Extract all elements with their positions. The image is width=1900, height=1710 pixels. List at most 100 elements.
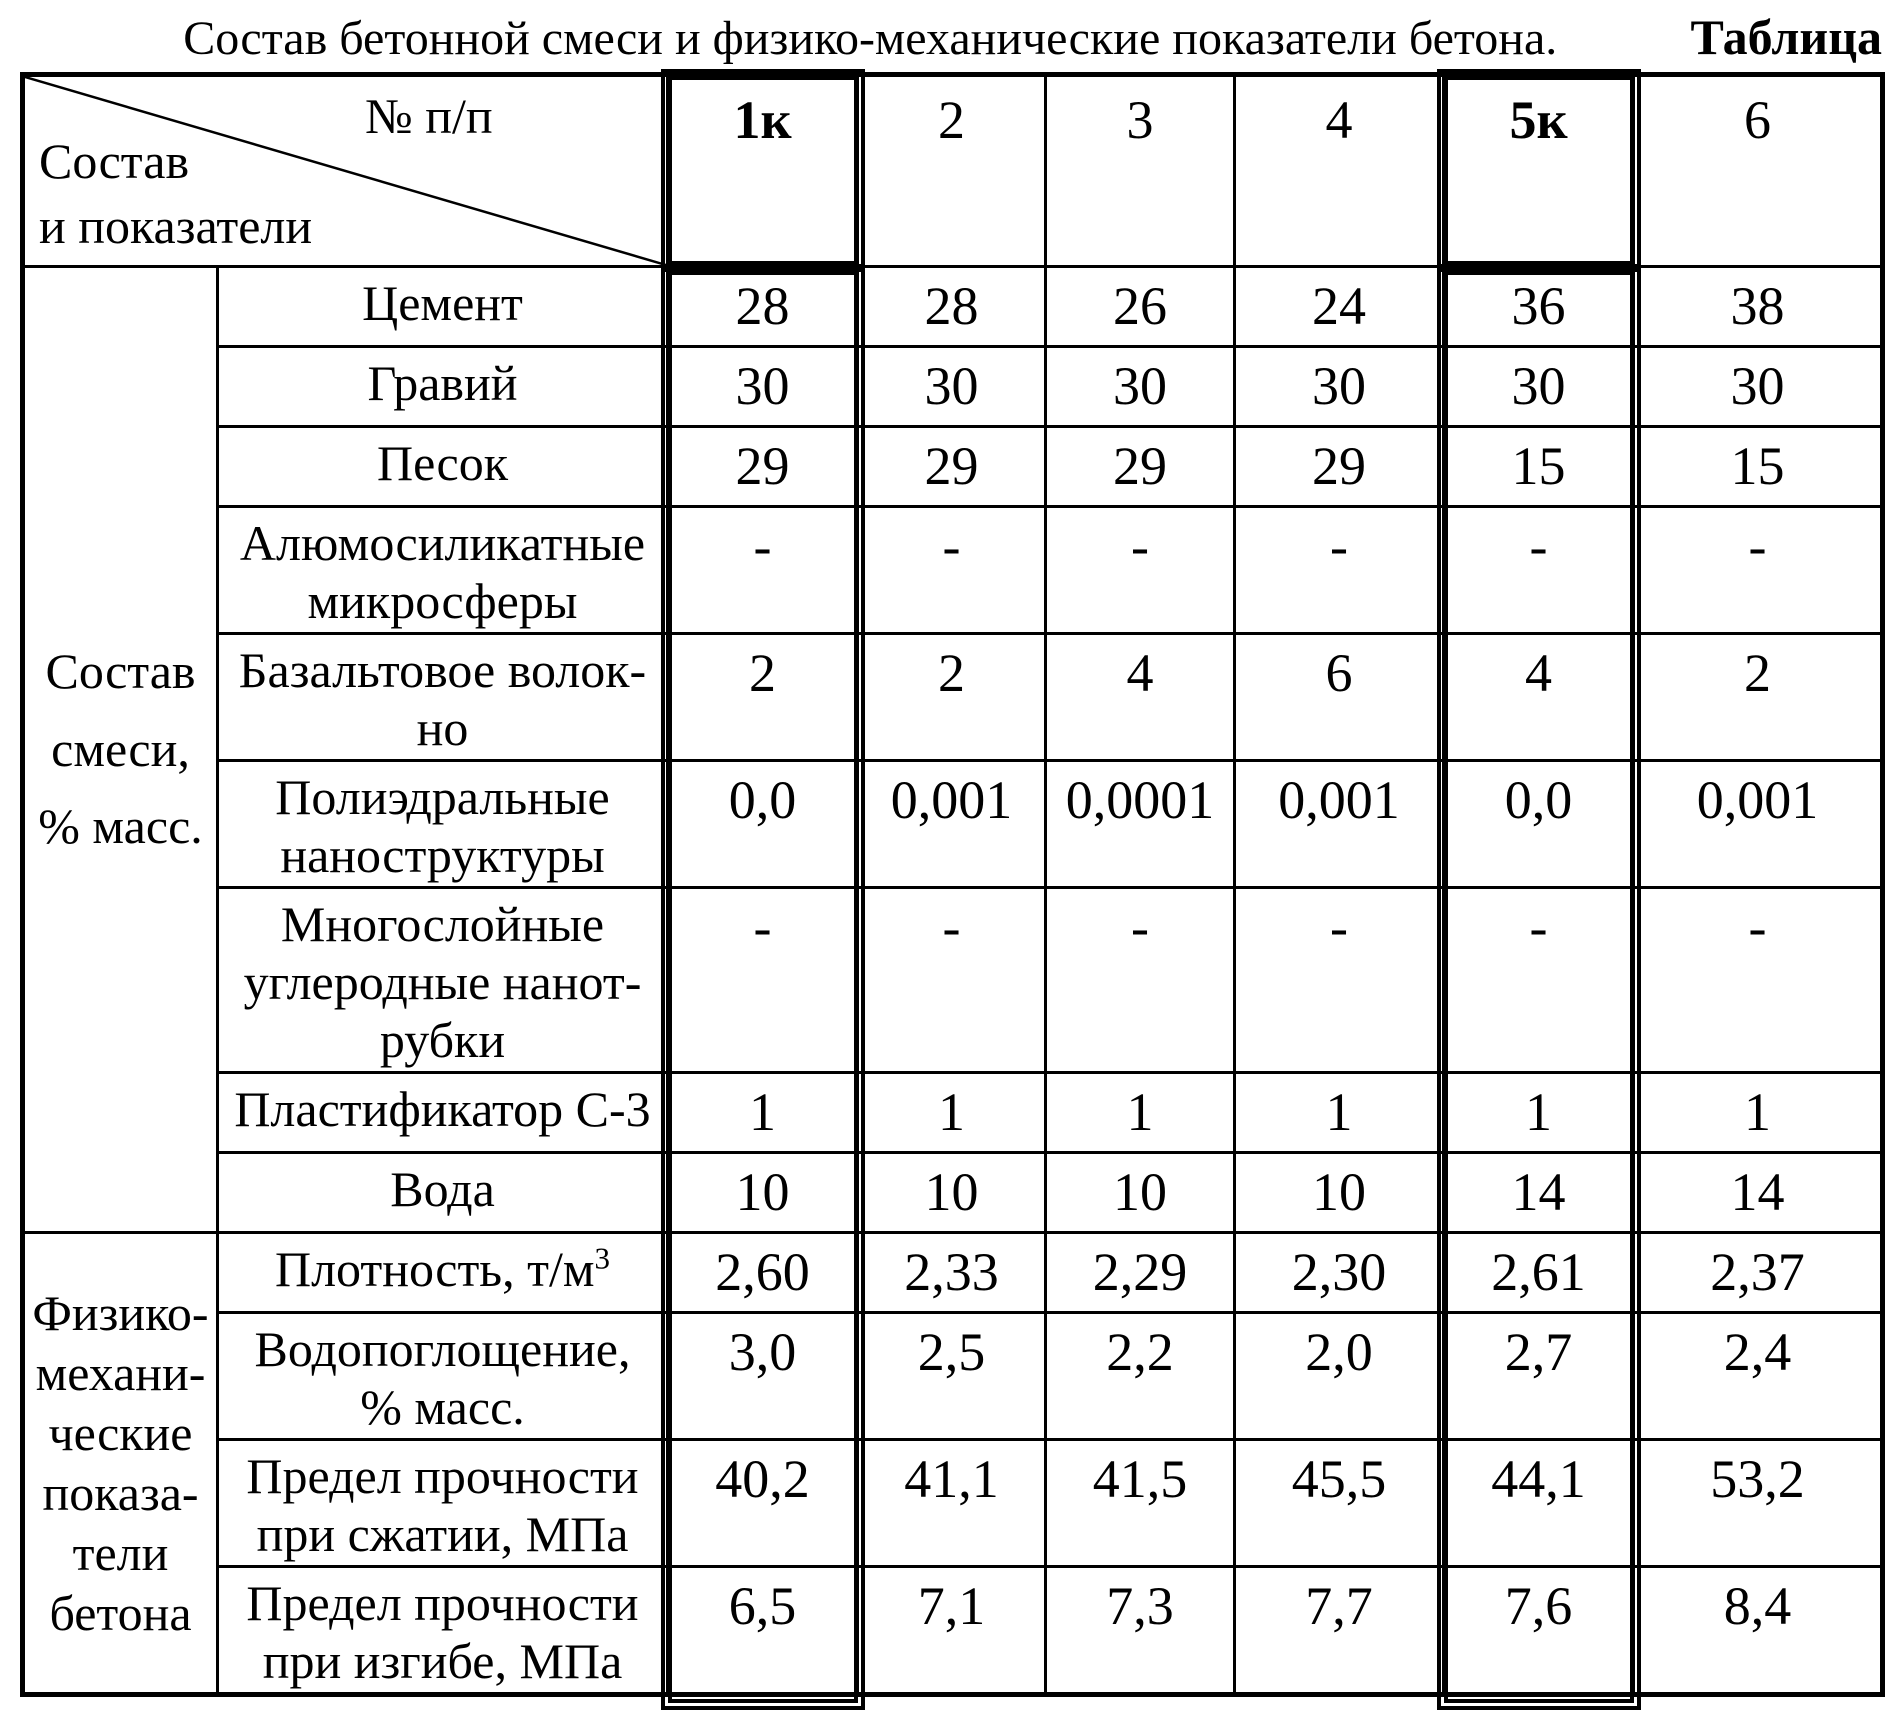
row-label: Полиэдральные наноструктуры — [218, 761, 668, 888]
value-cell: 15 — [1634, 427, 1883, 507]
column-header-2: 2 — [858, 75, 1046, 267]
value-cell: 2 — [1634, 634, 1883, 761]
row-label-text: Плотность, т/м — [275, 1241, 594, 1297]
value-cell: 8,4 — [1634, 1567, 1883, 1695]
value-cell: - — [1444, 507, 1634, 634]
value-cell: 2,2 — [1046, 1313, 1235, 1440]
header-row: № п/п Состав и показатели 1к 2 3 4 5к 6 — [23, 75, 1883, 267]
value-cell: 7,6 — [1444, 1567, 1634, 1695]
value-cell: 29 — [1046, 427, 1235, 507]
value-cell: 53,2 — [1634, 1440, 1883, 1567]
value-cell: 2,5 — [858, 1313, 1046, 1440]
table-row: Водопоглощение, % масс. 3,0 2,5 2,2 2,0 … — [23, 1313, 1883, 1440]
value-cell: 36 — [1444, 267, 1634, 347]
value-cell: 10 — [1046, 1153, 1235, 1233]
value-cell: 7,3 — [1046, 1567, 1235, 1695]
column-header-1k: 1к — [668, 75, 858, 267]
value-cell: 0,001 — [858, 761, 1046, 888]
value-cell: - — [1046, 507, 1235, 634]
corner-top-label: № п/п — [365, 87, 493, 145]
value-cell: 0,0001 — [1046, 761, 1235, 888]
page-title: Состав бетонной смеси и физико-механичес… — [20, 11, 1660, 66]
value-cell: 40,2 — [668, 1440, 858, 1567]
value-cell: 1 — [1444, 1073, 1634, 1153]
value-cell: 41,1 — [858, 1440, 1046, 1567]
row-label: Предел прочности при сжатии, МПа — [218, 1440, 668, 1567]
value-cell: 3,0 — [668, 1313, 858, 1440]
group-label-properties: Физико- механи- ческие показа- тели бето… — [23, 1233, 218, 1695]
value-cell: 7,7 — [1235, 1567, 1444, 1695]
value-cell: 0,001 — [1634, 761, 1883, 888]
value-cell: 10 — [858, 1153, 1046, 1233]
row-label: Плотность, т/м3 — [218, 1233, 668, 1313]
value-cell: 1 — [1634, 1073, 1883, 1153]
table-caption-label: Таблица — [1690, 8, 1882, 66]
table-row: Базальтовое волок- но 2 2 4 6 4 2 — [23, 634, 1883, 761]
row-label: Вода — [218, 1153, 668, 1233]
table-row: Песок 29 29 29 29 15 15 — [23, 427, 1883, 507]
value-cell: - — [858, 888, 1046, 1073]
row-label: Алюмосиликатные микросферы — [218, 507, 668, 634]
row-label: Песок — [218, 427, 668, 507]
value-cell: 1 — [668, 1073, 858, 1153]
row-label: Гравий — [218, 347, 668, 427]
value-cell: 30 — [858, 347, 1046, 427]
row-label: Предел прочности при изгибе, МПа — [218, 1567, 668, 1695]
group-label-composition: Состав смеси, % масс. — [23, 267, 218, 1233]
value-cell: 1 — [1235, 1073, 1444, 1153]
row-label: Водопоглощение, % масс. — [218, 1313, 668, 1440]
value-cell: 2,61 — [1444, 1233, 1634, 1313]
value-cell: 29 — [1235, 427, 1444, 507]
value-cell: 38 — [1634, 267, 1883, 347]
table-row: Пластификатор С-3 1 1 1 1 1 1 — [23, 1073, 1883, 1153]
superscript: 3 — [594, 1240, 610, 1275]
value-cell: 4 — [1444, 634, 1634, 761]
value-cell: 30 — [1444, 347, 1634, 427]
value-cell: 0,001 — [1235, 761, 1444, 888]
value-cell: 30 — [668, 347, 858, 427]
value-cell: 2,60 — [668, 1233, 858, 1313]
value-cell: 28 — [668, 267, 858, 347]
value-cell: 10 — [1235, 1153, 1444, 1233]
value-cell: 10 — [668, 1153, 858, 1233]
title-bar: Состав бетонной смеси и физико-механичес… — [0, 0, 1900, 72]
value-cell: 14 — [1634, 1153, 1883, 1233]
table-row: Физико- механи- ческие показа- тели бето… — [23, 1233, 1883, 1313]
value-cell: 2,0 — [1235, 1313, 1444, 1440]
value-cell: - — [1046, 888, 1235, 1073]
value-cell: 2,37 — [1634, 1233, 1883, 1313]
value-cell: 4 — [1046, 634, 1235, 761]
value-cell: 41,5 — [1046, 1440, 1235, 1567]
corner-cell: № п/п Состав и показатели — [23, 75, 668, 267]
value-cell: 15 — [1444, 427, 1634, 507]
value-cell: 2,4 — [1634, 1313, 1883, 1440]
value-cell: 1 — [1046, 1073, 1235, 1153]
value-cell: 24 — [1235, 267, 1444, 347]
column-header-3: 3 — [1046, 75, 1235, 267]
value-cell: 30 — [1046, 347, 1235, 427]
table-row: Состав смеси, % масс. Цемент 28 28 26 24… — [23, 267, 1883, 347]
value-cell: - — [1444, 888, 1634, 1073]
value-cell: 29 — [668, 427, 858, 507]
value-cell: 6 — [1235, 634, 1444, 761]
value-cell: 26 — [1046, 267, 1235, 347]
table-row: Вода 10 10 10 10 14 14 — [23, 1153, 1883, 1233]
row-label: Пластификатор С-3 — [218, 1073, 668, 1153]
value-cell: 1 — [858, 1073, 1046, 1153]
value-cell: 0,0 — [668, 761, 858, 888]
corner-bottom-label: Состав и показатели — [39, 129, 312, 259]
value-cell: 14 — [1444, 1153, 1634, 1233]
table-row: Многослойные углеродные нанот- рубки - -… — [23, 888, 1883, 1073]
value-cell: 30 — [1634, 347, 1883, 427]
value-cell: 45,5 — [1235, 1440, 1444, 1567]
value-cell: 44,1 — [1444, 1440, 1634, 1567]
value-cell: 2,30 — [1235, 1233, 1444, 1313]
table-row: Полиэдральные наноструктуры 0,0 0,001 0,… — [23, 761, 1883, 888]
row-label: Многослойные углеродные нанот- рубки — [218, 888, 668, 1073]
row-label: Базальтовое волок- но — [218, 634, 668, 761]
value-cell: 6,5 — [668, 1567, 858, 1695]
column-header-6: 6 — [1634, 75, 1883, 267]
value-cell: - — [668, 888, 858, 1073]
value-cell: - — [1634, 888, 1883, 1073]
table-row: Гравий 30 30 30 30 30 30 — [23, 347, 1883, 427]
